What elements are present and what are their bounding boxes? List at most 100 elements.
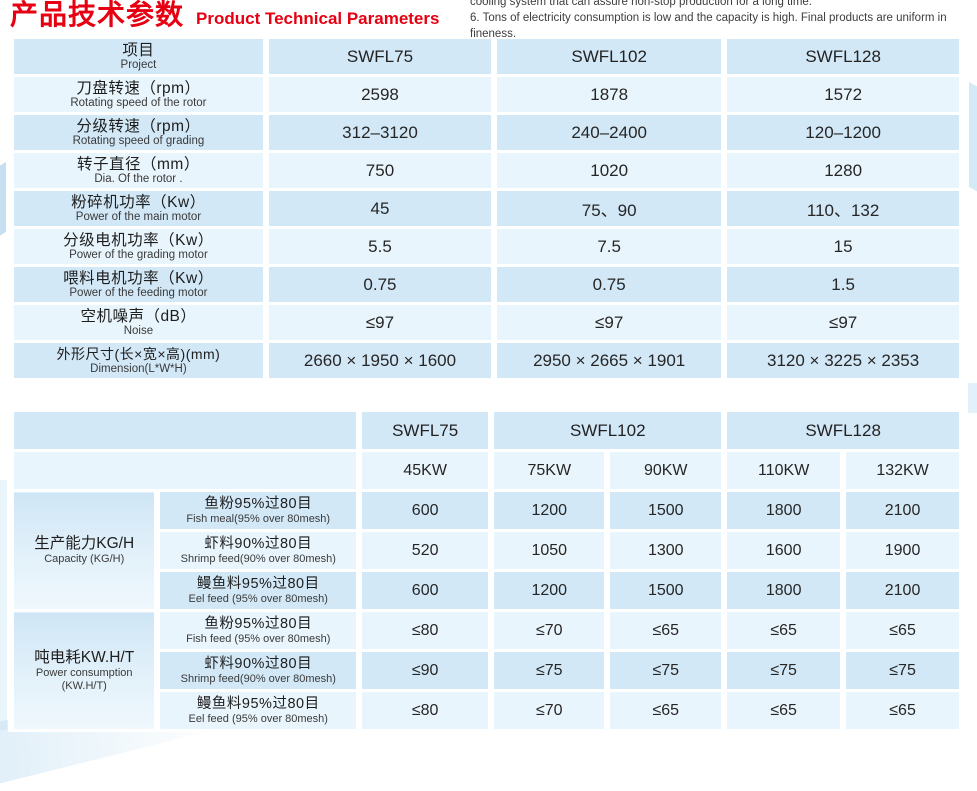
perf-value-cell: ≤80	[356, 609, 495, 652]
group-label-cn: 吨电耗KW.H/T	[34, 648, 135, 666]
page-title-cn: 产品技术参数	[10, 0, 185, 30]
param-value-cell: ≤97	[262, 302, 498, 343]
param-label-en: Dia. Of the rotor .	[94, 172, 183, 185]
param-label-cn: 刀盘转速（rpm）	[76, 79, 201, 97]
table-row: 鳗鱼料95%过80目 Eel feed (95% over 80mesh) 60…	[11, 569, 965, 612]
perf-value-cell: 1500	[604, 489, 728, 532]
intro-line-2: 6. Tons of electricity consumption is lo…	[470, 12, 947, 40]
perf-value-cell: 1900	[840, 529, 965, 572]
feed-type-en: Shrimp feed(90% over 80mesh)	[180, 552, 336, 565]
param-label-cn: 粉碎机功率（Kw）	[71, 193, 206, 211]
perf-value-cell: ≤65	[840, 689, 965, 732]
perf-value-cell: 2100	[840, 569, 965, 612]
param-label-cell: 空机噪声（dB） Noise	[8, 302, 269, 343]
feed-type-cn: 鳗鱼料95%过80目	[196, 575, 320, 592]
param-value-cell: 2950 × 2665 × 1901	[491, 340, 728, 381]
param-value-cell: 1020	[491, 150, 728, 191]
perf-value-cell: 2100	[840, 489, 965, 532]
group-label-cell: 吨电耗KW.H/T Power consumption (KW.H/T)	[7, 609, 161, 732]
perf-value-cell: 1050	[488, 529, 611, 572]
perf-value-cell: ≤65	[604, 689, 728, 732]
param-label-cell: 外形尺寸(长×宽×高)(mm) Dimension(L*W*H)	[8, 340, 269, 381]
feed-type-en: Fish meal(95% over 80mesh)	[186, 512, 331, 525]
table-row: 虾料90%过80目 Shrimp feed(90% over 80mesh) 5…	[11, 529, 965, 572]
param-label-cell: 刀盘转速（rpm） Rotating speed of the rotor	[8, 74, 269, 115]
perf-value-cell: ≤70	[488, 609, 611, 652]
param-value-cell: 120–1200	[721, 112, 965, 153]
group-label-en: Power consumption (KW.H/T)	[35, 666, 133, 692]
perf-value-cell: ≤65	[721, 609, 847, 652]
param-value-cell: 1572	[721, 74, 965, 115]
background-swoosh	[968, 383, 977, 413]
table-row: 鳗鱼料95%过80目 Eel feed (95% over 80mesh) ≤8…	[11, 689, 965, 732]
table-row: 分级转速（rpm） Rotating speed of grading 312–…	[8, 112, 965, 153]
perf-value-cell: 1200	[488, 489, 611, 532]
param-label-en: Power of the main motor	[75, 210, 202, 223]
table-row: 外形尺寸(长×宽×高)(mm) Dimension(L*W*H) 2660 × …	[8, 340, 965, 381]
param-value-cell: 2660 × 1950 × 1600	[262, 340, 498, 381]
table-row: 刀盘转速（rpm） Rotating speed of the rotor 25…	[8, 74, 965, 115]
feed-type-en: Fish feed (95% over 80mesh)	[186, 632, 331, 645]
param-value-cell: 5.5	[262, 226, 498, 267]
table-row: SWFL75 SWFL102 SWFL128	[7, 409, 965, 452]
model-header-cell: SWFL128	[721, 409, 965, 452]
page-title: 产品技术参数 Product Technical Parameters	[10, 0, 439, 32]
param-value-cell: 7.5	[491, 226, 728, 267]
table-row: 吨电耗KW.H/T Power consumption (KW.H/T) 鱼粉9…	[7, 609, 965, 732]
param-value-cell: 312–3120	[262, 112, 498, 153]
feed-type-cell: 虾料90%过80目 Shrimp feed(90% over 80mesh)	[154, 649, 363, 692]
intro-line-1: cooling system that can assure non-stop …	[470, 0, 812, 8]
param-label-cell: 分级转速（rpm） Rotating speed of grading	[8, 112, 269, 153]
param-label-cell: 粉碎机功率（Kw） Power of the main motor	[8, 188, 269, 229]
perf-value-cell: 600	[356, 569, 495, 612]
param-value-cell: ≤97	[491, 302, 728, 343]
perf-value-cell: 1800	[721, 489, 847, 532]
kw-header-cell: 45KW	[356, 449, 495, 492]
performance-table: SWFL75 SWFL102 SWFL128 45KW 75KW 90KW 11…	[7, 409, 965, 732]
feed-type-cell: 虾料90%过80目 Shrimp feed(90% over 80mesh)	[154, 529, 363, 572]
perf-value-cell: ≤80	[356, 689, 495, 732]
param-label-cell: 分级电机功率（Kw） Power of the grading motor	[8, 226, 269, 267]
param-value-cell: 1.5	[721, 264, 965, 305]
perf-value-cell: 1600	[721, 529, 847, 572]
perf-value-cell: ≤75	[721, 649, 847, 692]
table-row: 分级电机功率（Kw） Power of the grading motor 5.…	[8, 226, 965, 267]
param-value-cell: 2598	[262, 74, 498, 115]
kw-header-cell: 110KW	[721, 449, 847, 492]
background-swoosh	[0, 161, 6, 239]
param-value-cell: 0.75	[491, 264, 728, 305]
feed-type-en: Eel feed (95% over 80mesh)	[188, 712, 328, 725]
param-label-en: Rotating speed of grading	[72, 134, 205, 147]
table-row: 45KW 75KW 90KW 110KW 132KW	[7, 449, 965, 492]
model-header-cell: SWFL128	[721, 36, 965, 77]
feed-type-cn: 虾料90%过80目	[204, 655, 313, 672]
param-label-cn: 喂料电机功率（Kw）	[63, 269, 214, 287]
param-value-cell: 75、90	[491, 188, 728, 229]
feed-type-cell: 鳗鱼料95%过80目 Eel feed (95% over 80mesh)	[154, 689, 363, 732]
param-value-cell: 240–2400	[491, 112, 728, 153]
perf-value-cell: ≤70	[488, 689, 611, 732]
param-label-en: Power of the grading motor	[69, 248, 208, 261]
group-label-cn: 生产能力KG/H	[34, 535, 135, 552]
perf-value-cell: ≤75	[840, 649, 965, 692]
perf-value-cell: 520	[356, 529, 495, 572]
table-row: 转子直径（mm） Dia. Of the rotor . 750 1020 12…	[8, 150, 965, 191]
param-label-cn: 转子直径（mm）	[77, 155, 200, 173]
param-label-cn: 分级电机功率（Kw）	[63, 231, 214, 249]
perf-value-cell: ≤90	[356, 649, 495, 692]
table-row: 生产能力KG/H Capacity (KG/H) 鱼粉95%过80目 Fish …	[7, 489, 965, 612]
perf-value-cell: 1800	[721, 569, 847, 612]
perf-value-cell: ≤65	[840, 609, 965, 652]
spec-table: 项目 Project SWFL75 SWFL102 SWFL128 刀盘转速（r…	[8, 36, 965, 381]
perf-value-cell: 1200	[488, 569, 611, 612]
param-value-cell: 750	[262, 150, 498, 191]
param-value-cell: 3120 × 3225 × 2353	[721, 340, 965, 381]
perf-value-cell: ≤75	[604, 649, 728, 692]
model-header-cell: SWFL75	[356, 409, 495, 452]
empty-corner-cell	[7, 409, 363, 452]
param-value-cell: 0.75	[262, 264, 498, 305]
kw-header-cell: 132KW	[840, 449, 965, 492]
param-label-en: Project	[120, 58, 157, 71]
param-label-cell: 喂料电机功率（Kw） Power of the feeding motor	[8, 264, 269, 305]
model-header-cell: SWFL75	[262, 36, 498, 77]
